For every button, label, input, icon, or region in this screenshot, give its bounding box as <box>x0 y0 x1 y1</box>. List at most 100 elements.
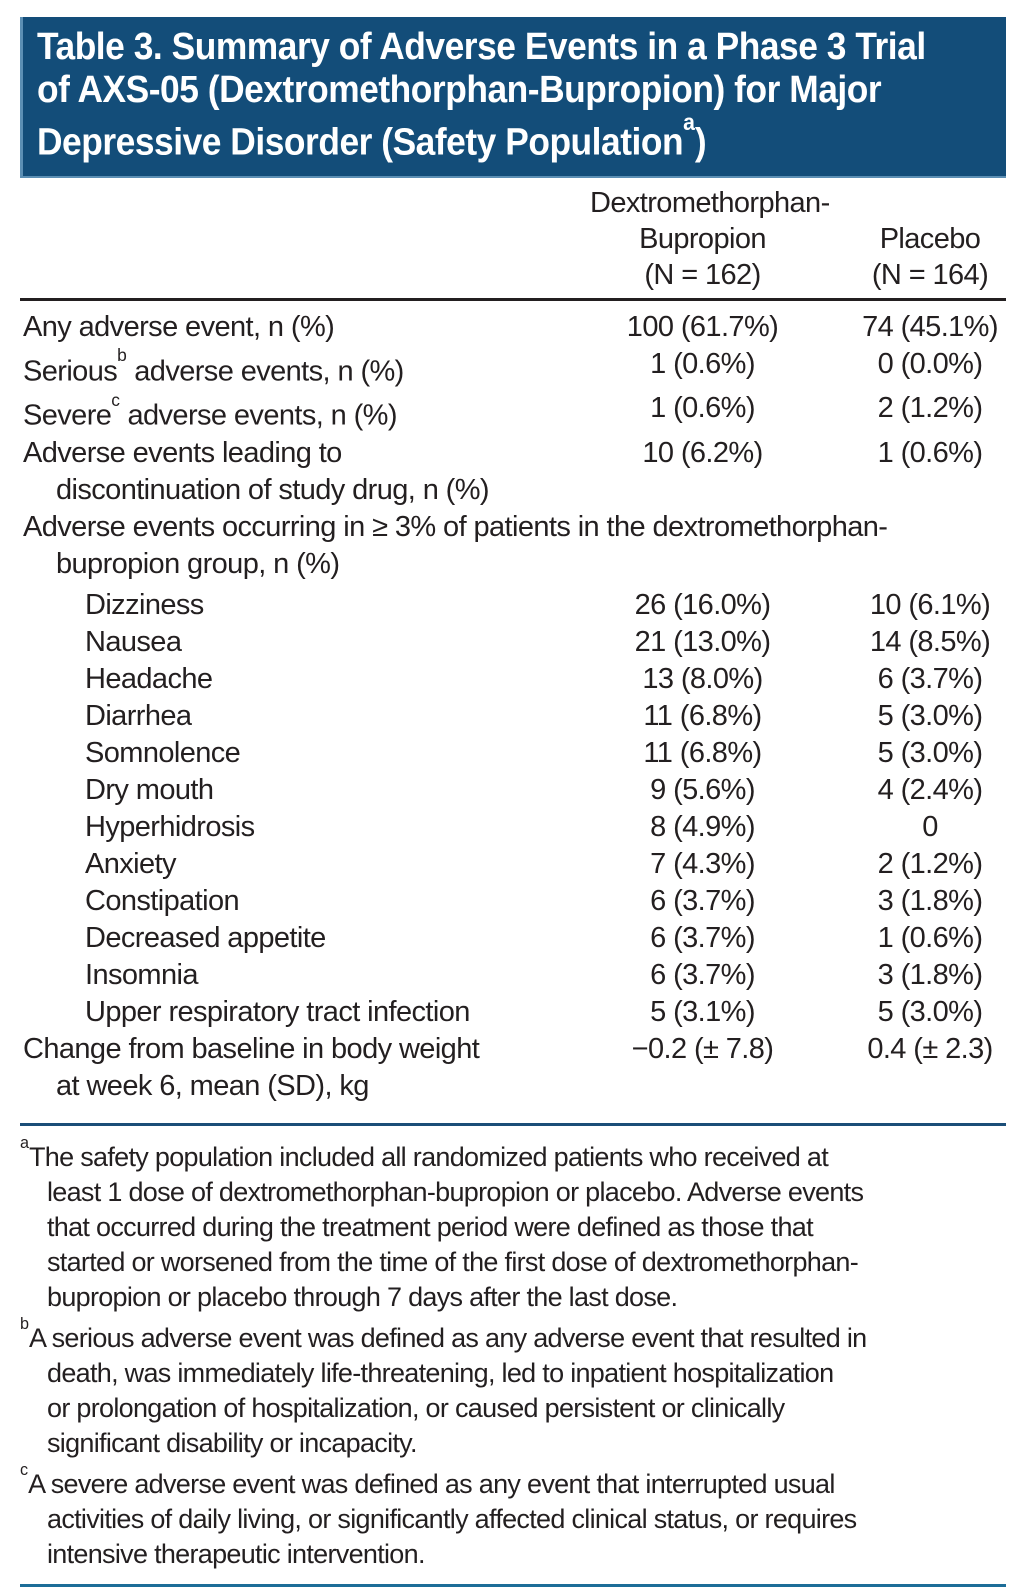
row-label-line2: at week 6, mean (SD), kg <box>56 1069 369 1102</box>
table-row: Upper respiratory tract infection 5 (3.1… <box>20 994 1006 1031</box>
row-label: Constipation <box>85 884 240 917</box>
placebo-value: 4 (2.4%) <box>877 773 983 806</box>
footnote-line: cA severe adverse event was defined as a… <box>20 1461 1006 1502</box>
table-row: Any adverse event, n (%) 100 (61.7%) 74 … <box>20 309 1006 346</box>
row-label: Change from baseline in body weight at w… <box>20 1031 590 1105</box>
table-section-row: Adverse events occurring in ≥ 3% of pati… <box>20 509 1006 583</box>
placebo-value: 5 (3.0%) <box>877 699 983 732</box>
footnote-text: The safety population included all rando… <box>29 1141 829 1172</box>
section-label-line1: Adverse events occurring in ≥ 3% of pati… <box>23 510 888 543</box>
table-row: Anxiety 7 (4.3%) 2 (1.2%) <box>20 846 1006 883</box>
drug-value: 8 (4.9%) <box>650 810 755 843</box>
column-header-spacer <box>20 185 590 293</box>
table-row: Dry mouth 9 (5.6%) 4 (2.4%) <box>20 772 1006 809</box>
table-row: Change from baseline in body weight at w… <box>20 1031 1006 1105</box>
drug-value: 6 (3.7%) <box>650 884 755 917</box>
footnote-line: significant disability or incapacity. <box>47 1427 417 1458</box>
footnote-marker-c: c <box>111 389 120 410</box>
drug-value: 100 (61.7%) <box>626 310 779 343</box>
table-row: Decreased appetite 6 (3.7%) 1 (0.6%) <box>20 920 1006 957</box>
placebo-value: 74 (45.1%) <box>862 310 998 343</box>
row-label: Insomnia <box>85 958 198 991</box>
footnote-line: death, was immediately life-threatening,… <box>47 1357 834 1388</box>
row-label: Anxiety <box>85 847 177 880</box>
row-label: Hyperhidrosis <box>85 810 255 843</box>
row-label: Any adverse event, n (%) <box>23 310 335 343</box>
column-header-drug-line2: Bupropion <box>639 222 766 255</box>
drug-value: 21 (13.0%) <box>634 625 771 658</box>
header-divider-rule <box>20 297 1006 301</box>
footnote-b: bA serious adverse event was defined as … <box>20 1315 1006 1461</box>
row-label: Decreased appetite <box>85 921 326 954</box>
table-title-text-post: ) <box>694 121 707 164</box>
drug-value: 6 (3.7%) <box>650 958 755 991</box>
row-label: Headache <box>85 662 213 695</box>
column-header-row: Dextromethorphan- Bupropion (N = 162) Pl… <box>20 185 1006 293</box>
table-row: Adverse events leading to discontinuatio… <box>20 435 1006 509</box>
row-label: Nausea <box>85 625 182 658</box>
row-label: Diarrhea <box>85 699 192 732</box>
placebo-value: 14 (8.5%) <box>869 625 991 658</box>
table-row: Constipation 6 (3.7%) 3 (1.8%) <box>20 883 1006 920</box>
table-row: Nausea 21 (13.0%) 14 (8.5%) <box>20 624 1006 661</box>
footnote-marker-a: a <box>20 1133 30 1152</box>
row-label: Dizziness <box>85 588 204 621</box>
table-row: Headache 13 (8.0%) 6 (3.7%) <box>20 661 1006 698</box>
table-row: Somnolence 11 (6.8%) 5 (3.0%) <box>20 735 1006 772</box>
footnote-a: aThe safety population included all rand… <box>20 1134 1006 1315</box>
footnote-line: or prolongation of hospitalization, or c… <box>47 1392 785 1423</box>
drug-value: 1 (0.6%) <box>650 347 755 380</box>
column-header-placebo-n: (N = 164) <box>871 258 989 291</box>
table3-figure: Table 3. Summary of Adverse Events in a … <box>20 0 1006 1587</box>
section-label: Adverse events occurring in ≥ 3% of pati… <box>20 509 1005 583</box>
column-header-drug-n: (N = 162) <box>644 258 761 291</box>
column-header-placebo: Placebo (N = 164) <box>815 185 1005 293</box>
footnotes: aThe safety population included all rand… <box>20 1122 1006 1584</box>
drug-value: 10 (6.2%) <box>642 436 763 469</box>
footnote-marker-c: c <box>20 1460 29 1479</box>
placebo-value: 1 (0.6%) <box>877 921 983 954</box>
table-title-text: Table 3. Summary of Adverse Events in a … <box>37 26 926 68</box>
row-label-line1: Change from baseline in body weight <box>23 1032 480 1065</box>
table-title-line: Depressive Disorder (Safety Populationa) <box>37 109 992 165</box>
row-label: Upper respiratory tract infection <box>85 995 470 1028</box>
footnote-line: bupropion or placebo through 7 days afte… <box>47 1281 678 1312</box>
drug-value: 7 (4.3%) <box>650 847 755 880</box>
drug-value: 13 (8.0%) <box>642 662 763 695</box>
table-title-text-pre: Depressive Disorder (Safety Population <box>37 121 684 164</box>
drug-value: 11 (6.8%) <box>643 699 762 732</box>
row-label: Severec adverse events, n (%) <box>20 390 590 435</box>
placebo-value: 0 (0.0%) <box>877 347 983 380</box>
drug-value: −0.2 (± 7.8) <box>631 1032 774 1065</box>
placebo-value: 10 (6.1%) <box>869 588 991 621</box>
footnote-line: started or worsened from the time of the… <box>47 1246 859 1277</box>
placebo-value: 2 (1.2%) <box>877 392 983 425</box>
placebo-value: 3 (1.8%) <box>877 958 983 991</box>
placebo-value: 0 <box>922 810 938 843</box>
table-body: Any adverse event, n (%) 100 (61.7%) 74 … <box>20 301 1006 1115</box>
row-label-text: Severe <box>23 399 112 432</box>
footnote-line: bA serious adverse event was defined as … <box>20 1315 1006 1356</box>
table-row: Insomnia 6 (3.7%) 3 (1.8%) <box>20 957 1006 994</box>
placebo-value: 2 (1.2%) <box>877 847 983 880</box>
footnote-line: intensive therapeutic intervention. <box>47 1538 425 1569</box>
table-row: Hyperhidrosis 8 (4.9%) 0 <box>20 809 1006 846</box>
table-title-text: of AXS-05 (Dextromethorphan-Bupropion) f… <box>37 69 882 111</box>
drug-value: 9 (5.6%) <box>650 773 755 806</box>
placebo-value: 6 (3.7%) <box>877 662 983 695</box>
placebo-value: 5 (3.0%) <box>877 736 983 769</box>
row-label-text: adverse events, n (%) <box>120 399 397 432</box>
drug-value: 26 (16.0%) <box>634 588 771 621</box>
table-title-line: of AXS-05 (Dextromethorphan-Bupropion) f… <box>37 69 992 112</box>
footnote-line: activities of daily living, or significa… <box>47 1503 857 1534</box>
footnote-line: aThe safety population included all rand… <box>20 1134 1006 1175</box>
placebo-value: 0.4 (± 2.3) <box>867 1032 993 1065</box>
row-label-line1: Adverse events leading to <box>23 436 342 469</box>
footnote-c: cA severe adverse event was defined as a… <box>20 1461 1006 1572</box>
placebo-value: 1 (0.6%) <box>877 436 983 469</box>
row-label: Adverse events leading to discontinuatio… <box>20 435 590 509</box>
table-row: Seriousb adverse events, n (%) 1 (0.6%) … <box>20 345 1006 391</box>
table-row: Severec adverse events, n (%) 1 (0.6%) 2… <box>20 390 1006 435</box>
table-row: Diarrhea 11 (6.8%) 5 (3.0%) <box>20 698 1006 735</box>
footnote-marker-b: b <box>20 1314 30 1333</box>
